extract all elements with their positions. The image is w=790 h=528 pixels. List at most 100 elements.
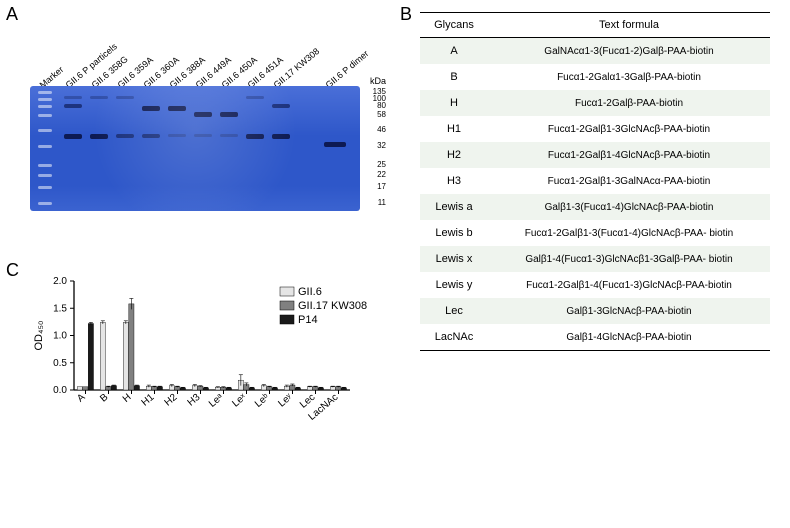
gel-band [38,186,52,189]
bar [77,387,82,390]
gel-band [38,202,52,205]
table-row: LecGalβ1-3GlcNAcβ-PAA-biotin [420,298,770,324]
gel-band [194,134,212,137]
gel-band [64,96,82,99]
gel-band [38,105,52,108]
x-tick-label: Leʸ [276,391,295,409]
gel-band [272,134,290,139]
cell-formula: GalNAcα1-3(Fucα1-2)Galβ-PAA-biotin [488,38,770,65]
cell-formula: Fucα1-2Galβ1-3GlcNAcβ-PAA-biotin [488,116,770,142]
mw-label: 80 [364,101,386,110]
mw-label: 22 [364,170,386,179]
gel-band [38,98,52,101]
cell-glycan: H1 [420,116,488,142]
y-tick-label: 0.0 [53,385,67,396]
gel-band [38,114,52,117]
bar [111,386,116,390]
gel-band [90,96,108,99]
gel-band [116,134,134,138]
bar [134,386,139,390]
bar [129,304,134,390]
gel-band [38,145,52,148]
bar-chart: 0.00.51.01.52.0OD₄₅₀Cutoff value = 0.2GI… [30,275,400,515]
x-tick-label: H3 [186,392,203,409]
panel-c-label: C [6,260,19,281]
cell-glycan: Lewis b [420,220,488,246]
table-row: BFucα1-2Galα1-3Galβ-PAA-biotin [420,64,770,90]
table-row: H3Fucα1-2Galβ1-3GalNAcα-PAA-biotin [420,168,770,194]
cell-glycan: Lewis y [420,272,488,298]
cell-glycan: LacNAc [420,324,488,351]
cell-formula: Galβ1-3GlcNAcβ-PAA-biotin [488,298,770,324]
cell-formula: Fucα1-2Galβ1-4(Fucα1-3)GlcNAcβ-PAA-bioti… [488,272,770,298]
gel-band [168,106,186,111]
panel-b-label: B [400,4,412,25]
cell-formula: Galβ1-4GlcNAcβ-PAA-biotin [488,324,770,351]
x-tick-label: Leᵇ [253,392,272,410]
gel-band [64,104,82,108]
gel-band [246,96,264,99]
cell-formula: Fucα1-2Galα1-3Galβ-PAA-biotin [488,64,770,90]
legend-label: GII.6 [298,286,322,298]
gel-band [220,112,238,117]
table-row: LacNAcGalβ1-4GlcNAcβ-PAA-biotin [420,324,770,351]
gel-image [30,86,360,211]
y-tick-label: 1.0 [53,331,67,342]
x-tick-label: H1 [140,392,157,409]
cell-formula: Galβ1-3(Fucα1-4)GlcNAcβ-PAA-biotin [488,194,770,220]
mw-label: 46 [364,125,386,134]
glycan-table: Glycans Text formula AGalNAcα1-3(Fucα1-2… [420,12,770,351]
cutoff-label: Cutoff value = 0.2 [200,275,286,278]
mw-label: 11 [364,198,386,207]
gel-band [272,104,290,108]
bar [100,322,105,390]
lane-label: GII.17 KW308 [272,46,322,90]
gel-band [142,134,160,138]
cell-glycan: H [420,90,488,116]
x-tick-label: H2 [163,392,180,409]
lane-label: GII.6 P dimer [324,48,371,90]
cell-glycan: Lewis a [420,194,488,220]
legend-label: GII.17 KW308 [298,300,367,312]
mw-label: 25 [364,160,386,169]
cell-glycan: B [420,64,488,90]
table-row: H1Fucα1-2Galβ1-3GlcNAcβ-PAA-biotin [420,116,770,142]
gel-band [220,134,238,137]
bar [88,324,93,390]
table-row: Lewis bFucα1-2Galβ1-3(Fucα1-4)GlcNAcβ-PA… [420,220,770,246]
gel-band [38,129,52,132]
table-row: Lewis xGalβ1-4(Fucα1-3)GlcNAcβ1-3Galβ-PA… [420,246,770,272]
table-row: Lewis yFucα1-2Galβ1-4(Fucα1-3)GlcNAcβ-PA… [420,272,770,298]
gel-band [38,174,52,177]
gel-band [116,96,134,99]
cell-formula: Galβ1-4(Fucα1-3)GlcNAcβ1-3Galβ-PAA- biot… [488,246,770,272]
gel-band [64,134,82,139]
y-tick-label: 1.5 [53,303,67,314]
cell-formula: Fucα1-2Galβ-PAA-biotin [488,90,770,116]
panel-a-gel-wrap: MarkerGII.6 P particelsGII.6 358GGII.6 3… [30,56,360,211]
gel-band [38,164,52,167]
legend-swatch [280,315,294,324]
cell-glycan: H3 [420,168,488,194]
cell-formula: Fucα1-2Galβ1-3(Fucα1-4)GlcNAcβ-PAA- biot… [488,220,770,246]
mw-label: 17 [364,182,386,191]
mw-label: 32 [364,141,386,150]
x-tick-label: Leᵃ [207,392,226,410]
cell-glycan: Lec [420,298,488,324]
mw-unit-label: kDa [370,76,386,86]
table-row: Lewis aGalβ1-3(Fucα1-4)GlcNAcβ-PAA-bioti… [420,194,770,220]
gel-band [142,106,160,111]
gel-band [38,91,52,94]
cell-glycan: A [420,38,488,65]
th-formula: Text formula [488,13,770,38]
gel-band [194,112,212,117]
gel-band [324,142,346,147]
table-row: AGalNAcα1-3(Fucα1-2)Galβ-PAA-biotin [420,38,770,65]
table-row: HFucα1-2Galβ-PAA-biotin [420,90,770,116]
legend-label: P14 [298,314,318,326]
cell-glycan: H2 [420,142,488,168]
x-tick-label: Leˣ [230,391,249,409]
gel-band [246,134,264,139]
table-row: H2Fucα1-2Galβ1-4GlcNAcβ-PAA-biotin [420,142,770,168]
bar [83,387,88,390]
